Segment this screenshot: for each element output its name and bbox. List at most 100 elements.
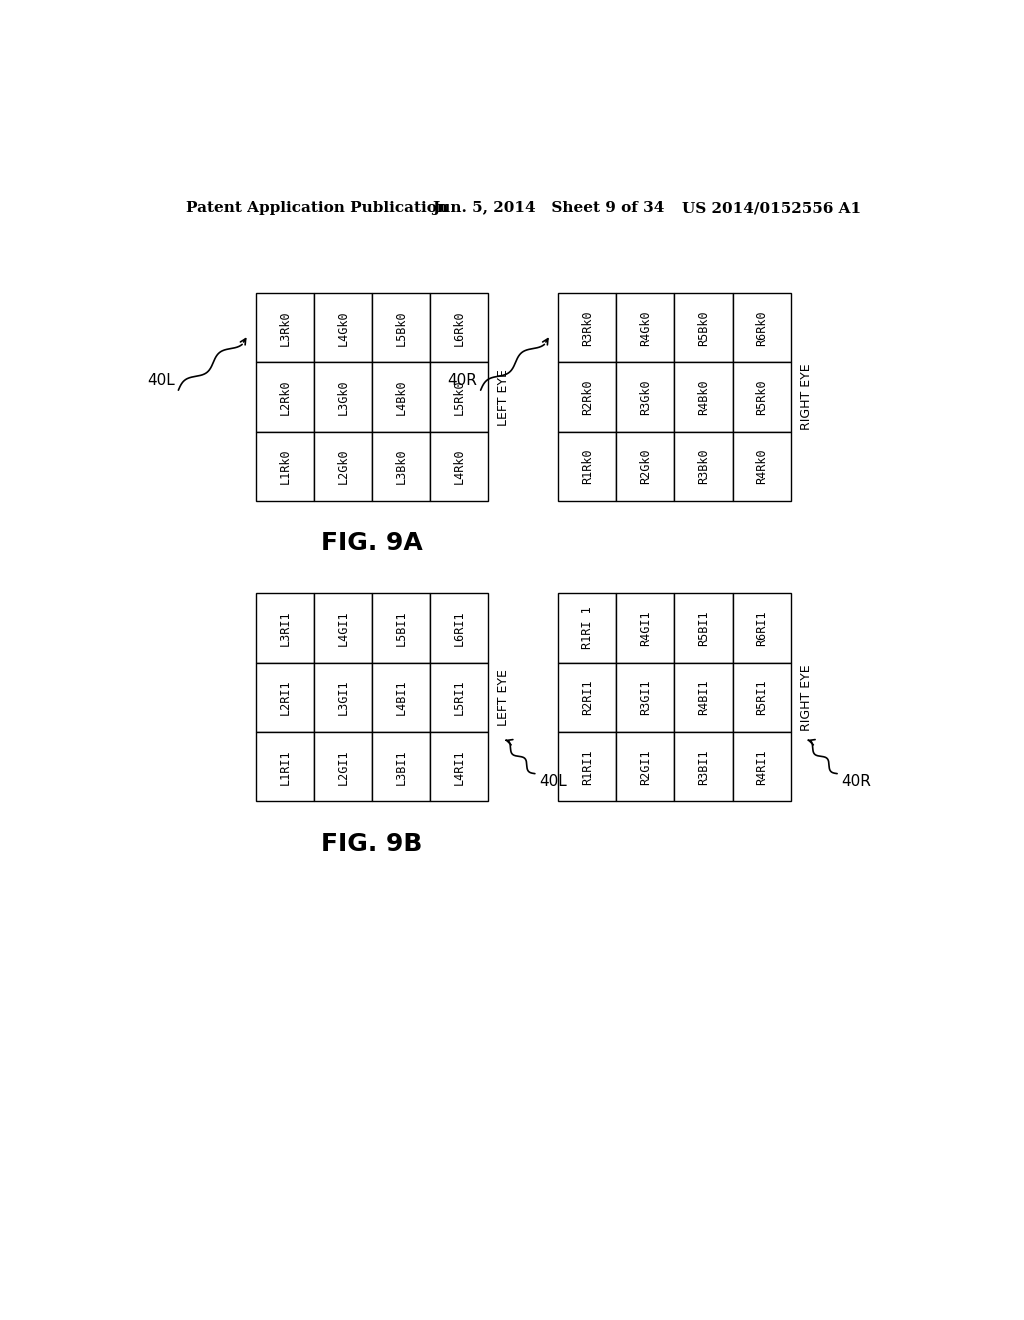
Bar bbox=[732, 432, 791, 502]
Text: L3GI1: L3GI1 bbox=[337, 680, 349, 715]
Text: Patent Application Publication: Patent Application Publication bbox=[186, 202, 449, 215]
Text: L5Bk0: L5Bk0 bbox=[394, 310, 408, 346]
Text: RIGHT EYE: RIGHT EYE bbox=[800, 364, 813, 430]
Bar bbox=[372, 363, 430, 432]
Text: L4Gk0: L4Gk0 bbox=[337, 310, 349, 346]
Text: L3Gk0: L3Gk0 bbox=[337, 379, 349, 414]
Bar bbox=[430, 432, 488, 502]
Text: R3Gk0: R3Gk0 bbox=[639, 379, 652, 414]
Text: R6RI1: R6RI1 bbox=[755, 610, 768, 645]
Bar bbox=[314, 663, 372, 733]
Text: R2Rk0: R2Rk0 bbox=[581, 379, 594, 414]
Bar bbox=[430, 363, 488, 432]
Text: 40L: 40L bbox=[539, 774, 566, 789]
Bar bbox=[616, 663, 675, 733]
Bar bbox=[256, 363, 314, 432]
Text: Jun. 5, 2014   Sheet 9 of 34: Jun. 5, 2014 Sheet 9 of 34 bbox=[432, 202, 665, 215]
Bar bbox=[430, 293, 488, 363]
Text: R1Rk0: R1Rk0 bbox=[581, 449, 594, 484]
Text: L1RI1: L1RI1 bbox=[279, 748, 292, 784]
Bar bbox=[430, 733, 488, 801]
Bar bbox=[430, 594, 488, 663]
Bar bbox=[558, 363, 616, 432]
Text: RIGHT EYE: RIGHT EYE bbox=[800, 664, 813, 731]
Bar bbox=[372, 733, 430, 801]
Text: R4Gk0: R4Gk0 bbox=[639, 310, 652, 346]
Text: L4GI1: L4GI1 bbox=[337, 610, 349, 645]
Text: R4Bk0: R4Bk0 bbox=[697, 379, 710, 414]
Bar bbox=[675, 594, 732, 663]
Text: R5Bk0: R5Bk0 bbox=[697, 310, 710, 346]
Text: R4Rk0: R4Rk0 bbox=[755, 449, 768, 484]
Bar bbox=[314, 733, 372, 801]
Text: R4BI1: R4BI1 bbox=[697, 680, 710, 715]
Text: L4Rk0: L4Rk0 bbox=[453, 449, 466, 484]
Bar bbox=[732, 663, 791, 733]
Bar bbox=[256, 432, 314, 502]
Text: R5RI1: R5RI1 bbox=[755, 680, 768, 715]
Text: R3BI1: R3BI1 bbox=[697, 748, 710, 784]
Text: L3Bk0: L3Bk0 bbox=[394, 449, 408, 484]
Text: L6RI1: L6RI1 bbox=[453, 610, 466, 645]
Text: L4RI1: L4RI1 bbox=[453, 748, 466, 784]
Text: US 2014/0152556 A1: US 2014/0152556 A1 bbox=[682, 202, 861, 215]
Text: LEFT EYE: LEFT EYE bbox=[498, 368, 510, 425]
Bar bbox=[675, 363, 732, 432]
Bar bbox=[732, 293, 791, 363]
Text: R3Rk0: R3Rk0 bbox=[581, 310, 594, 346]
Bar bbox=[256, 663, 314, 733]
Bar bbox=[256, 293, 314, 363]
Bar bbox=[372, 663, 430, 733]
Text: L1Rk0: L1Rk0 bbox=[279, 449, 292, 484]
Text: R4GI1: R4GI1 bbox=[639, 610, 652, 645]
Text: L2Gk0: L2Gk0 bbox=[337, 449, 349, 484]
Text: R6Rk0: R6Rk0 bbox=[755, 310, 768, 346]
Bar bbox=[256, 594, 314, 663]
Bar bbox=[256, 733, 314, 801]
Text: 40R: 40R bbox=[446, 374, 477, 388]
Bar bbox=[314, 363, 372, 432]
Bar bbox=[616, 432, 675, 502]
Text: L2RI1: L2RI1 bbox=[279, 680, 292, 715]
Bar bbox=[314, 293, 372, 363]
Bar bbox=[616, 733, 675, 801]
Text: R1RI 1: R1RI 1 bbox=[581, 607, 594, 649]
Bar bbox=[314, 432, 372, 502]
Bar bbox=[558, 432, 616, 502]
Text: L3Rk0: L3Rk0 bbox=[279, 310, 292, 346]
Text: L2Rk0: L2Rk0 bbox=[279, 379, 292, 414]
Text: R2RI1: R2RI1 bbox=[581, 680, 594, 715]
Text: L5BI1: L5BI1 bbox=[394, 610, 408, 645]
Bar bbox=[616, 363, 675, 432]
Text: R5BI1: R5BI1 bbox=[697, 610, 710, 645]
Text: R5Rk0: R5Rk0 bbox=[755, 379, 768, 414]
Text: L3RI1: L3RI1 bbox=[279, 610, 292, 645]
Text: R3Bk0: R3Bk0 bbox=[697, 449, 710, 484]
Text: 40L: 40L bbox=[146, 374, 174, 388]
Text: L3BI1: L3BI1 bbox=[394, 748, 408, 784]
Bar bbox=[675, 733, 732, 801]
Text: L6Rk0: L6Rk0 bbox=[453, 310, 466, 346]
Bar bbox=[372, 293, 430, 363]
Text: L2GI1: L2GI1 bbox=[337, 748, 349, 784]
Text: L4BI1: L4BI1 bbox=[394, 680, 408, 715]
Bar bbox=[675, 432, 732, 502]
Text: R3GI1: R3GI1 bbox=[639, 680, 652, 715]
Text: R4RI1: R4RI1 bbox=[755, 748, 768, 784]
Bar bbox=[558, 594, 616, 663]
Text: R1RI1: R1RI1 bbox=[581, 748, 594, 784]
Text: R2GI1: R2GI1 bbox=[639, 748, 652, 784]
Bar bbox=[558, 663, 616, 733]
Bar bbox=[430, 663, 488, 733]
Bar bbox=[314, 594, 372, 663]
Text: LEFT EYE: LEFT EYE bbox=[498, 669, 510, 726]
Text: FIG. 9B: FIG. 9B bbox=[322, 832, 423, 855]
Bar bbox=[732, 363, 791, 432]
Text: R2Gk0: R2Gk0 bbox=[639, 449, 652, 484]
Bar bbox=[372, 432, 430, 502]
Bar bbox=[558, 733, 616, 801]
Bar bbox=[372, 594, 430, 663]
Text: L4Bk0: L4Bk0 bbox=[394, 379, 408, 414]
Text: L5Rk0: L5Rk0 bbox=[453, 379, 466, 414]
Text: L5RI1: L5RI1 bbox=[453, 680, 466, 715]
